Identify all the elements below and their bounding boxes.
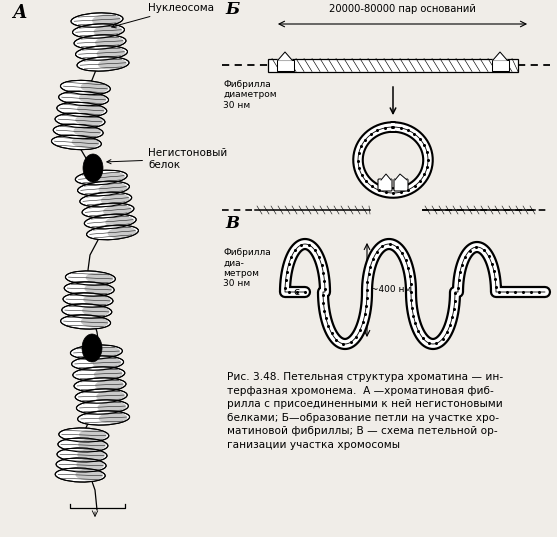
Ellipse shape bbox=[83, 294, 111, 306]
Ellipse shape bbox=[73, 367, 125, 381]
Ellipse shape bbox=[91, 346, 120, 358]
Ellipse shape bbox=[108, 227, 136, 238]
Ellipse shape bbox=[99, 412, 127, 424]
Ellipse shape bbox=[75, 170, 127, 185]
Ellipse shape bbox=[76, 46, 128, 60]
Ellipse shape bbox=[92, 357, 121, 368]
Ellipse shape bbox=[94, 368, 123, 380]
Ellipse shape bbox=[74, 378, 126, 392]
Ellipse shape bbox=[53, 125, 103, 139]
Ellipse shape bbox=[78, 439, 106, 451]
Ellipse shape bbox=[58, 91, 109, 106]
Ellipse shape bbox=[84, 214, 136, 229]
Text: 20000-80000 пар оснований: 20000-80000 пар оснований bbox=[329, 4, 476, 14]
Ellipse shape bbox=[59, 428, 109, 442]
Ellipse shape bbox=[80, 192, 131, 207]
Ellipse shape bbox=[81, 82, 108, 93]
Ellipse shape bbox=[82, 334, 102, 362]
FancyBboxPatch shape bbox=[378, 179, 392, 191]
Ellipse shape bbox=[55, 113, 105, 128]
Text: с: с bbox=[294, 287, 300, 297]
Ellipse shape bbox=[63, 293, 113, 307]
Polygon shape bbox=[381, 174, 391, 180]
Ellipse shape bbox=[82, 306, 110, 317]
Ellipse shape bbox=[94, 25, 122, 37]
Ellipse shape bbox=[85, 284, 112, 295]
Text: Фибрилла
диаметром
30 нм: Фибрилла диаметром 30 нм bbox=[223, 80, 277, 110]
Ellipse shape bbox=[75, 389, 127, 403]
Ellipse shape bbox=[105, 216, 134, 227]
Ellipse shape bbox=[75, 115, 102, 126]
Ellipse shape bbox=[65, 271, 115, 285]
Ellipse shape bbox=[103, 205, 131, 216]
Ellipse shape bbox=[96, 47, 125, 59]
Ellipse shape bbox=[77, 104, 105, 115]
Ellipse shape bbox=[75, 469, 103, 481]
Ellipse shape bbox=[79, 93, 106, 104]
Ellipse shape bbox=[96, 390, 125, 402]
Text: Негистоновый
белок: Негистоновый белок bbox=[107, 148, 227, 170]
Ellipse shape bbox=[77, 57, 129, 71]
Ellipse shape bbox=[82, 203, 134, 218]
Ellipse shape bbox=[79, 430, 106, 441]
Ellipse shape bbox=[61, 315, 111, 329]
Ellipse shape bbox=[58, 438, 108, 452]
Ellipse shape bbox=[95, 37, 124, 48]
Ellipse shape bbox=[77, 181, 129, 196]
Ellipse shape bbox=[55, 468, 105, 482]
Ellipse shape bbox=[61, 81, 110, 95]
Ellipse shape bbox=[62, 304, 112, 318]
Ellipse shape bbox=[76, 400, 128, 414]
Ellipse shape bbox=[72, 356, 124, 370]
Ellipse shape bbox=[99, 183, 127, 194]
Ellipse shape bbox=[64, 282, 114, 296]
Ellipse shape bbox=[71, 13, 123, 27]
Ellipse shape bbox=[70, 345, 123, 359]
Ellipse shape bbox=[86, 272, 113, 284]
Ellipse shape bbox=[76, 459, 104, 470]
Ellipse shape bbox=[57, 448, 107, 462]
Text: Рис. 3.48. Петельная структура хроматина — ин-
терфазная хромонема.  А —хроматин: Рис. 3.48. Петельная структура хроматина… bbox=[227, 372, 503, 450]
Polygon shape bbox=[395, 174, 407, 180]
Ellipse shape bbox=[95, 379, 124, 390]
Text: В: В bbox=[225, 215, 239, 232]
Ellipse shape bbox=[51, 135, 101, 150]
Ellipse shape bbox=[86, 225, 139, 240]
Ellipse shape bbox=[72, 24, 124, 38]
Ellipse shape bbox=[81, 316, 109, 328]
Ellipse shape bbox=[77, 449, 105, 461]
Ellipse shape bbox=[74, 35, 126, 49]
Ellipse shape bbox=[74, 126, 101, 137]
Ellipse shape bbox=[72, 137, 99, 148]
FancyBboxPatch shape bbox=[394, 179, 408, 191]
Ellipse shape bbox=[83, 154, 103, 182]
FancyBboxPatch shape bbox=[276, 60, 294, 70]
Text: ~400 нм: ~400 нм bbox=[371, 286, 412, 294]
Text: Фибрилла
диа-
метром
30 нм: Фибрилла диа- метром 30 нм bbox=[223, 248, 271, 288]
Ellipse shape bbox=[77, 411, 130, 425]
Ellipse shape bbox=[96, 172, 125, 183]
FancyBboxPatch shape bbox=[491, 60, 509, 70]
FancyBboxPatch shape bbox=[268, 59, 518, 71]
Ellipse shape bbox=[98, 59, 126, 70]
Text: А: А bbox=[12, 4, 27, 22]
Polygon shape bbox=[493, 52, 507, 60]
Ellipse shape bbox=[57, 103, 107, 117]
Ellipse shape bbox=[97, 401, 126, 412]
Polygon shape bbox=[278, 52, 292, 60]
Ellipse shape bbox=[56, 458, 106, 472]
Text: Нуклеосома: Нуклеосома bbox=[112, 3, 214, 28]
Ellipse shape bbox=[92, 14, 121, 26]
Text: Б: Б bbox=[225, 1, 240, 18]
Ellipse shape bbox=[101, 194, 129, 205]
